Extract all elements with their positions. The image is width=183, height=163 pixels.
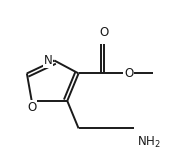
Text: NH$_2$: NH$_2$: [137, 135, 160, 150]
Text: O: O: [124, 67, 133, 80]
Text: O: O: [27, 101, 36, 114]
Text: O: O: [100, 26, 109, 39]
Text: N: N: [44, 54, 52, 67]
